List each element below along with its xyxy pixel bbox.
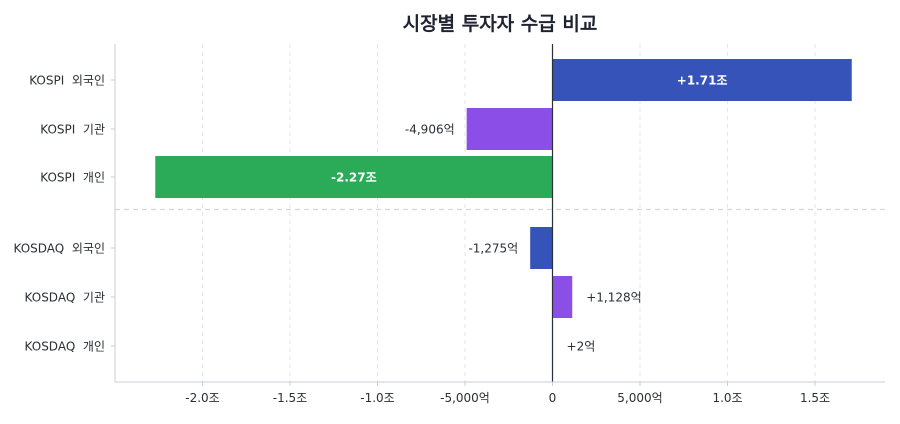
bars [155, 59, 852, 367]
x-tick-label: -2.0조 [185, 391, 219, 405]
chart-title: 시장별 투자자 수급 비교 [403, 13, 598, 35]
category-label: KOSDAQ 개인 [25, 340, 105, 354]
category-label: KOSDAQ 외국인 [14, 242, 106, 256]
category-label: KOSPI 외국인 [29, 74, 105, 88]
bar [553, 276, 573, 318]
bar [467, 108, 553, 150]
value-label: +1,128억 [586, 291, 641, 305]
x-tick-label: -1.5조 [273, 391, 307, 405]
x-tick-label: -5,000억 [440, 391, 490, 405]
value-label: -2.27조 [331, 171, 377, 185]
value-label: -4,906억 [405, 123, 455, 137]
value-label: +2억 [567, 340, 596, 354]
bar [530, 227, 552, 269]
category-label: KOSDAQ 기관 [25, 291, 105, 305]
x-tick-label: 5,000억 [617, 391, 662, 405]
labels: KOSPI 외국인 +1.71조 KOSPI 기관 -4,906억 KOSPI 개인 -2… [14, 74, 831, 406]
category-label: KOSPI 개인 [40, 171, 105, 185]
value-label: -1,275억 [468, 242, 518, 256]
x-tick-label: 0 [549, 391, 557, 405]
value-label: +1.71조 [677, 74, 728, 88]
category-label: KOSPI 기관 [40, 123, 105, 137]
x-tick-label: 1.5조 [800, 391, 830, 405]
x-tick-label: -1.0조 [360, 391, 394, 405]
x-tick-label: 1.0조 [712, 391, 742, 405]
